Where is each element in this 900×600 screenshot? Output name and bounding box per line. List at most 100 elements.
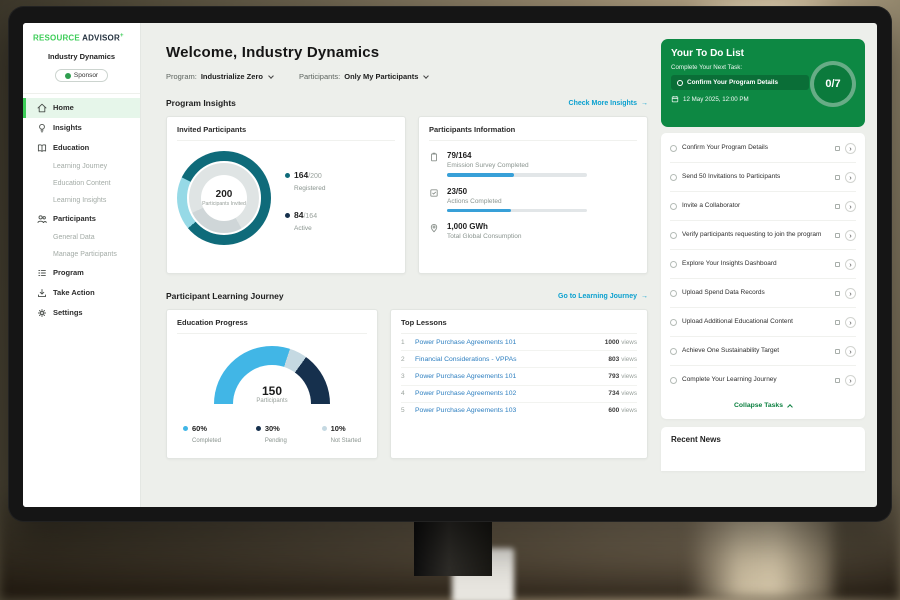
task-row[interactable]: Invite a Collaborator › [670, 192, 856, 221]
collapse-tasks-button[interactable]: Collapse Tasks [670, 394, 856, 418]
task-row[interactable]: Upload Spend Data Records › [670, 279, 856, 308]
legend-dot [183, 426, 188, 431]
open-icon [835, 319, 840, 325]
sidebar-item-settings[interactable]: Settings [23, 303, 140, 323]
chevron-right-icon[interactable]: › [845, 258, 856, 270]
sponsor-icon [64, 72, 71, 79]
lesson-views: 734 views [608, 390, 637, 398]
sidebar-item-label: Take Action [53, 288, 95, 298]
task-label: Complete Your Learning Journey [682, 375, 777, 383]
lesson-rank: 2 [401, 355, 405, 363]
task-checkbox[interactable] [670, 318, 677, 326]
sidebar-item-learning-insights[interactable]: Learning Insights [23, 192, 140, 209]
sidebar-item-education[interactable]: Education [23, 138, 140, 158]
brand-advisor: ADVISOR [82, 33, 120, 43]
lesson-link[interactable]: Power Purchase Agreements 101 [415, 372, 517, 380]
sidebar-item-home[interactable]: Home [23, 97, 140, 118]
sidebar: RESOURCE ADVISOR+ Industry Dynamics Spon… [23, 23, 141, 507]
sponsor-badge[interactable]: Sponsor [54, 69, 109, 83]
chevron-right-icon[interactable]: › [845, 142, 856, 154]
sidebar-item-label: Home [53, 103, 74, 113]
task-checkbox[interactable] [670, 173, 677, 181]
legend-item-completed: 60% Completed [183, 418, 221, 444]
legend-value: 84 [294, 209, 304, 220]
task-checkbox[interactable] [670, 144, 677, 152]
info-row-survey: 79/164 Emission Survey Completed [429, 151, 637, 177]
program-insights-header: Program Insights Check More Insights → [166, 98, 648, 108]
lesson-views: 793 views [608, 372, 637, 380]
chevron-right-icon[interactable]: › [845, 171, 856, 183]
check-more-insights-link[interactable]: Check More Insights → [569, 100, 648, 107]
go-to-learning-journey-link[interactable]: Go to Learning Journey → [558, 293, 648, 300]
donut-inner-ring [187, 161, 261, 235]
open-icon [835, 174, 840, 180]
page-title: Welcome, Industry Dynamics [166, 44, 380, 61]
program-dropdown[interactable]: Program: Industrialize Zero [166, 72, 274, 81]
task-row[interactable]: Explore Your Insights Dashboard › [670, 250, 856, 279]
lesson-link[interactable]: Power Purchase Agreements 103 [415, 407, 517, 415]
chevron-right-icon[interactable]: › [845, 229, 856, 241]
lesson-link[interactable]: Financial Considerations - VPPAs [415, 355, 517, 363]
chevron-right-icon[interactable]: › [845, 316, 856, 328]
home-icon [37, 103, 47, 113]
sidebar-item-label: Education [53, 143, 90, 153]
chevron-right-icon[interactable]: › [845, 200, 856, 212]
lesson-row: 5 Power Purchase Agreements 103 600 views [401, 403, 637, 419]
sidebar-item-participants[interactable]: Participants [23, 209, 140, 229]
task-row[interactable]: Upload Additional Educational Content › [670, 308, 856, 337]
task-checkbox[interactable] [670, 289, 677, 297]
education-gauge-chart: 150 Participants [214, 346, 330, 404]
lesson-link[interactable]: Power Purchase Agreements 101 [415, 338, 517, 346]
main-content: Welcome, Industry Dynamics Program: Indu… [141, 23, 661, 507]
lesson-row: 4 Power Purchase Agreements 102 734 views [401, 386, 637, 403]
open-icon [835, 232, 840, 238]
chevron-right-icon[interactable]: › [845, 374, 856, 386]
lesson-views: 600 views [608, 407, 637, 415]
task-row[interactable]: Complete Your Learning Journey › [670, 366, 856, 394]
recent-news-card: Recent News [661, 427, 865, 471]
next-task-pill[interactable]: Confirm Your Program Details [671, 75, 809, 90]
sidebar-item-general-data[interactable]: General Data [23, 229, 140, 246]
lesson-link[interactable]: Power Purchase Agreements 102 [415, 390, 517, 398]
legend-label: Completed [192, 438, 222, 444]
sidebar-item-manage-participants[interactable]: Manage Participants [23, 246, 140, 263]
card-title: Top Lessons [401, 318, 637, 334]
lesson-row: 1 Power Purchase Agreements 101 1000 view… [401, 334, 637, 352]
task-row[interactable]: Verify participants requesting to join t… [670, 221, 856, 250]
task-checkbox[interactable] [670, 347, 677, 355]
lesson-views: 1000 views [604, 338, 637, 346]
todo-subtitle: Complete Your Next Task: [671, 64, 743, 71]
task-row[interactable]: Confirm Your Program Details › [670, 134, 856, 163]
sidebar-item-insights[interactable]: Insights [23, 118, 140, 138]
next-task-label: Confirm Your Program Details [687, 79, 779, 86]
legend-label: Pending [264, 438, 287, 444]
progress-fill [447, 208, 512, 212]
task-row[interactable]: Send 50 Invitations to Participants › [670, 163, 856, 192]
task-checkbox[interactable] [670, 202, 677, 210]
legend-item-not-started: 10% Not Started [321, 418, 361, 444]
due-date-row: 12 May 2025, 12:00 PM [671, 95, 855, 103]
progress-bar [447, 208, 587, 212]
participants-label: Participants: [298, 72, 341, 81]
chevron-right-icon[interactable]: › [845, 287, 856, 299]
participants-dropdown[interactable]: Participants: Only My Participants [298, 72, 430, 81]
link-label: Go to Learning Journey [558, 292, 637, 300]
task-row[interactable]: Achieve One Sustainability Target › [670, 337, 856, 366]
calendar-icon [671, 96, 679, 103]
task-checkbox[interactable] [670, 231, 677, 239]
gauge-label: Participants [256, 398, 288, 404]
sidebar-item-education-content[interactable]: Education Content [23, 175, 140, 192]
task-checkbox[interactable] [670, 376, 677, 384]
section-title: Program Insights [166, 98, 236, 108]
task-checkbox[interactable] [677, 79, 683, 86]
task-checkbox[interactable] [670, 260, 677, 268]
sidebar-item-take-action[interactable]: Take Action [23, 283, 140, 303]
stat-label: Total Global Consumption [447, 233, 522, 240]
legend-item-registered: 164/200 Registered [285, 165, 325, 192]
sidebar-item-program[interactable]: Program [23, 263, 140, 283]
chevron-right-icon[interactable]: › [845, 345, 856, 357]
donut-center: 200 Participants Invited [201, 175, 247, 221]
open-icon [835, 261, 840, 267]
sidebar-item-learning-journey[interactable]: Learning Journey [23, 158, 140, 175]
card-title: Invited Participants [177, 125, 395, 141]
